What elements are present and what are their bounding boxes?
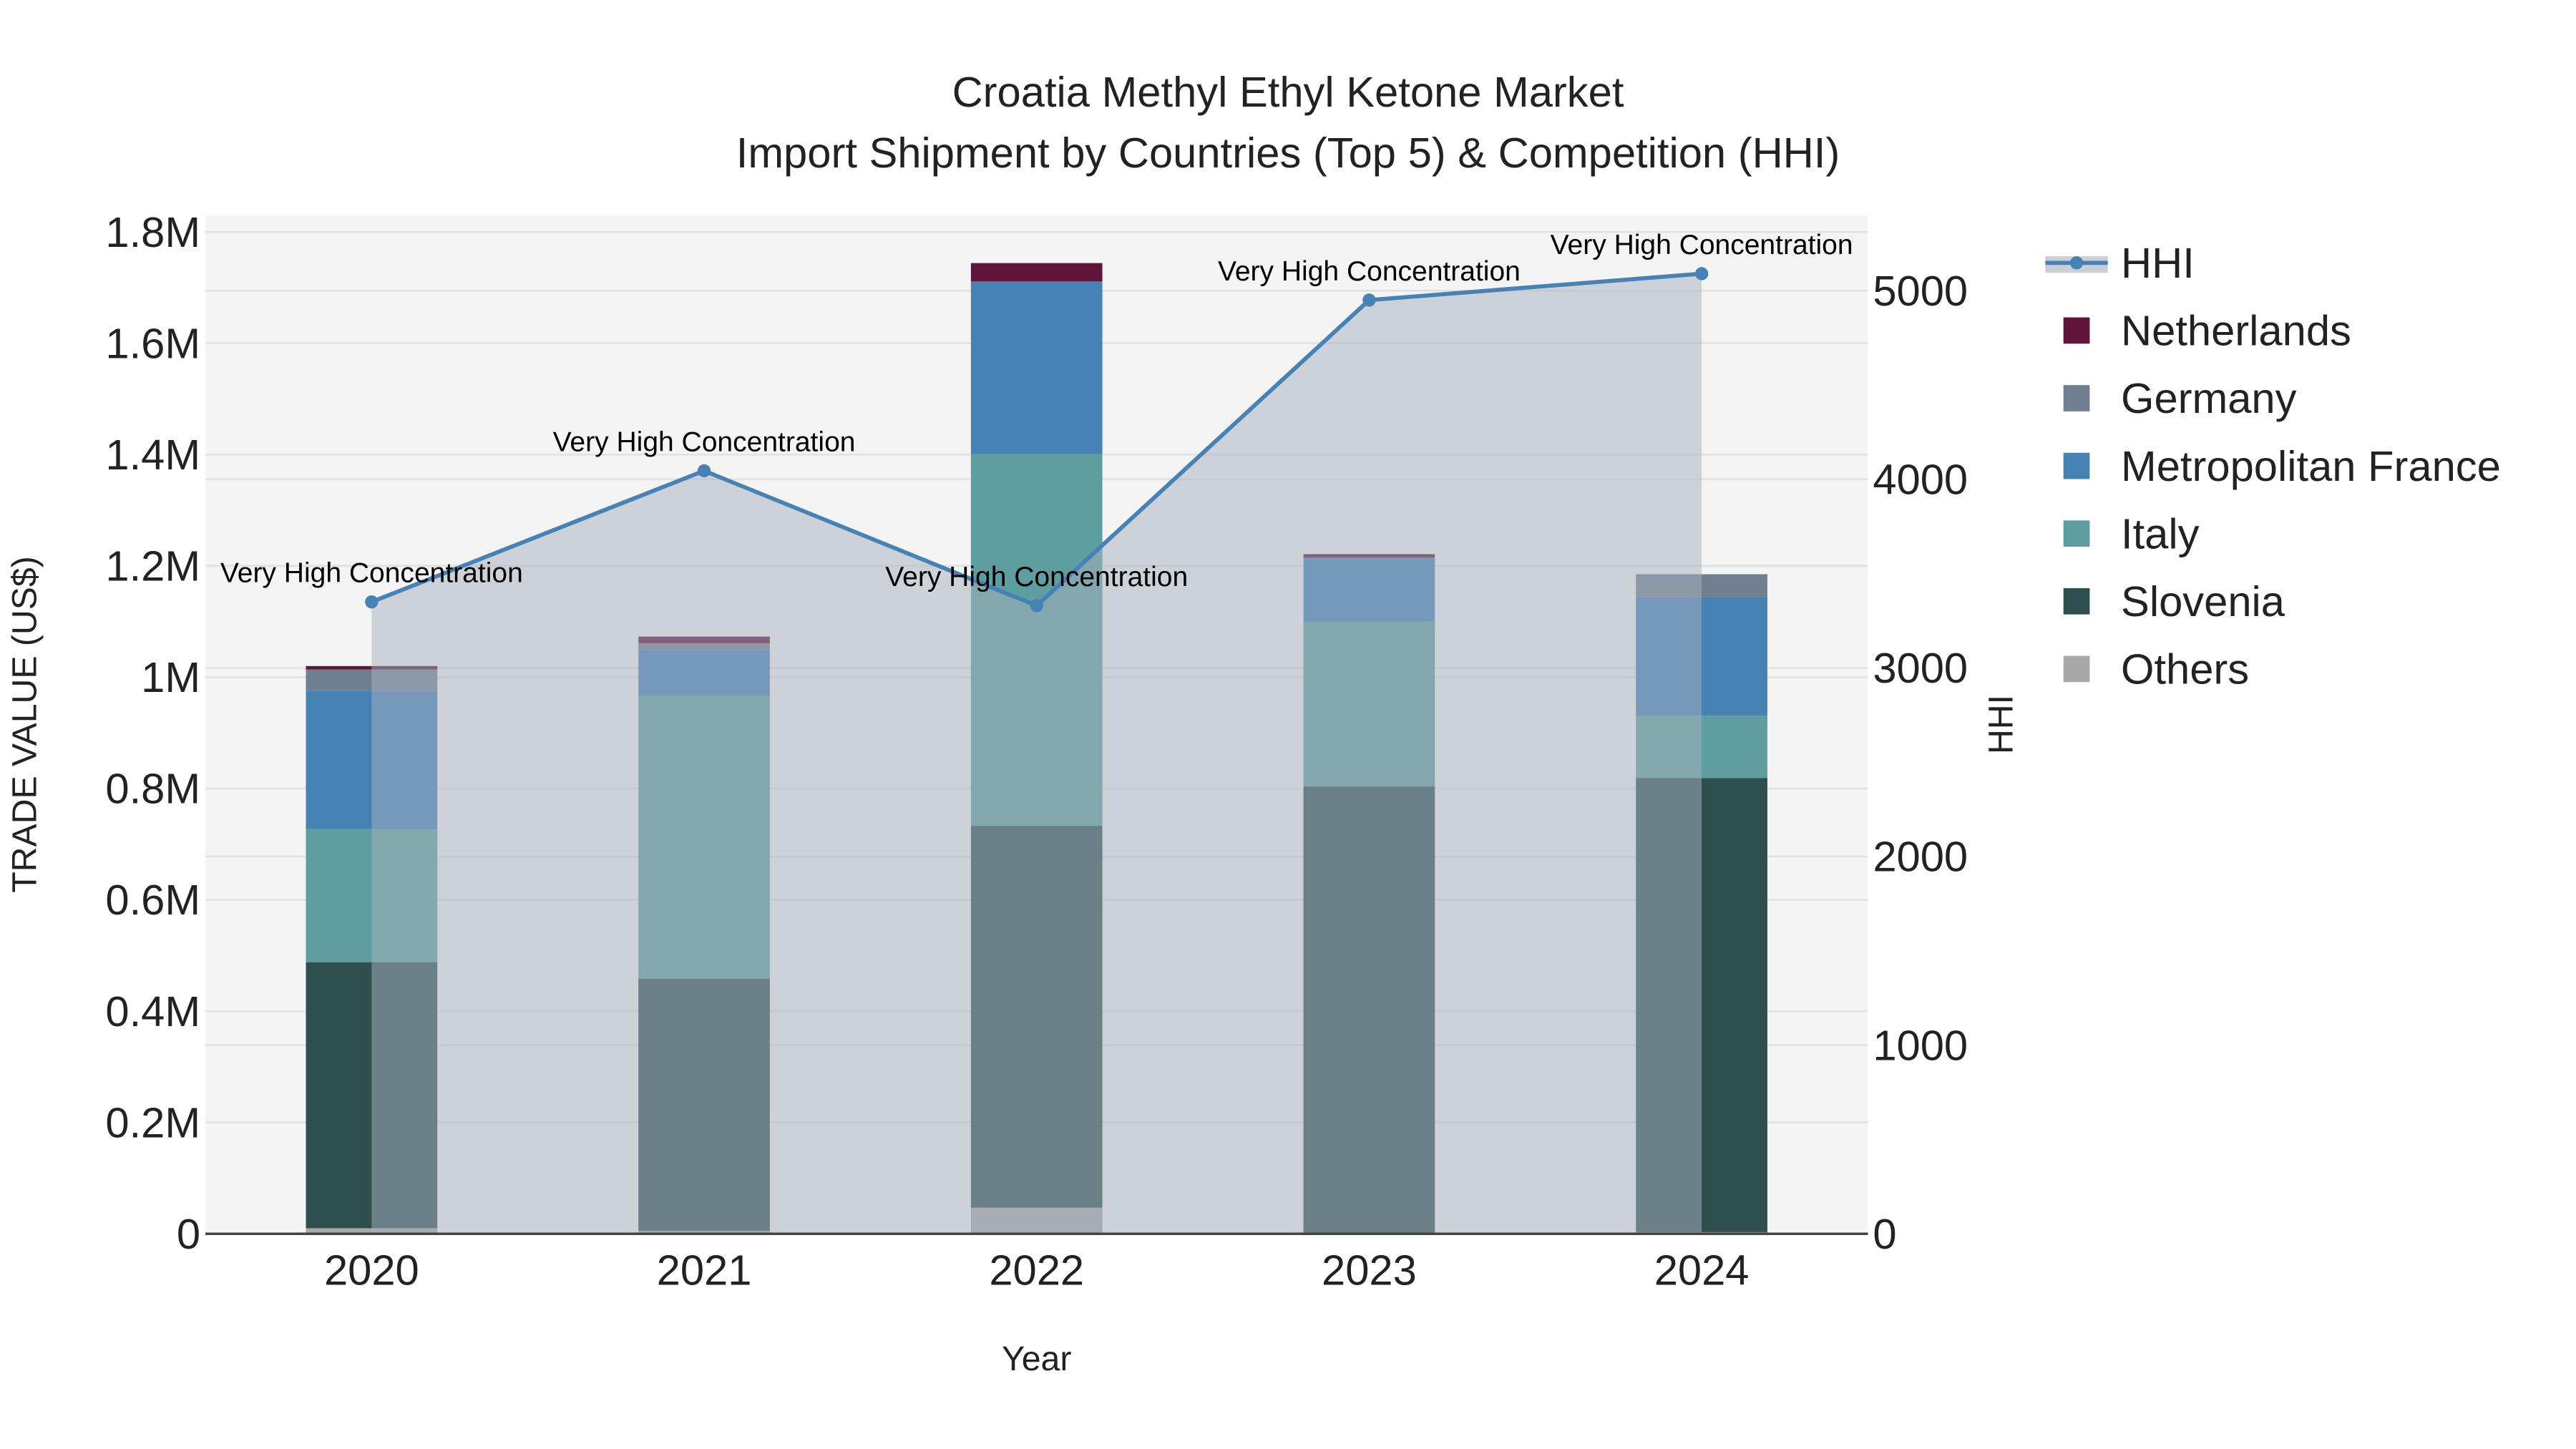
legend-label: Others — [2121, 645, 2249, 693]
legend-swatch — [2063, 587, 2090, 615]
y-tick-label: 0.8M — [105, 765, 200, 813]
legend-swatch — [2063, 655, 2090, 683]
legend-swatch-hhi-marker — [2069, 256, 2084, 270]
y2-tick-label: 0 — [1873, 1210, 1896, 1258]
y2-tick-label: 4000 — [1873, 455, 1968, 503]
x-tick-label: 2020 — [324, 1246, 419, 1294]
legend-label: Italy — [2121, 509, 2200, 557]
y-tick-label: 1.6M — [105, 319, 200, 367]
y-tick-label: 1.4M — [105, 431, 200, 479]
y2-tick-label: 2000 — [1873, 833, 1968, 881]
y-axis-label: TRADE VALUE (US$) — [6, 556, 44, 893]
hhi-point — [1694, 267, 1709, 280]
legend-label: Slovenia — [2121, 577, 2285, 625]
bar-metropolitan-france — [970, 281, 1103, 454]
hhi-point — [365, 595, 379, 609]
chart-title: Croatia Methyl Ethyl Ketone Market — [952, 68, 1624, 116]
hhi-annotation: Very High Concentration — [553, 426, 856, 457]
y2-axis-label: HHI — [1982, 695, 2021, 754]
legend-label: HHI — [2121, 239, 2195, 287]
x-tick-label: 2021 — [657, 1246, 752, 1294]
y2-tick-label: 3000 — [1873, 644, 1968, 692]
x-tick-label: 2024 — [1654, 1246, 1750, 1294]
chart-subtitle: Import Shipment by Countries (Top 5) & C… — [736, 129, 1840, 177]
x-tick-label: 2023 — [1322, 1246, 1417, 1294]
y-tick-label: 0 — [177, 1210, 200, 1258]
y-tick-label: 1.2M — [105, 542, 200, 590]
hhi-point — [697, 464, 711, 478]
x-axis-label: Year — [1002, 1340, 1071, 1378]
hhi-annotation: Very High Concentration — [885, 562, 1188, 592]
y-tick-label: 0.4M — [105, 987, 200, 1035]
y2-tick-label: 5000 — [1873, 267, 1968, 315]
y2-tick-label: 1000 — [1873, 1021, 1968, 1069]
legend: HHI Netherlands Germany Metropolitan France… — [2045, 239, 2501, 693]
y-tick-label: 1M — [141, 653, 200, 701]
legend-label: Germany — [2121, 374, 2297, 422]
legend-swatch — [2063, 452, 2090, 479]
legend-swatch — [2063, 317, 2090, 344]
x-tick-label: 2022 — [989, 1246, 1084, 1294]
hhi-annotation: Very High Concentration — [1551, 230, 1853, 260]
hhi-annotation: Very High Concentration — [220, 558, 523, 589]
y-tick-label: 0.2M — [105, 1098, 200, 1146]
hhi-point — [1030, 599, 1043, 613]
y-tick-label: 1.8M — [105, 208, 200, 256]
hhi-area — [371, 273, 1702, 1234]
hhi-annotation: Very High Concentration — [1218, 256, 1521, 287]
bar-netherlands — [970, 263, 1103, 282]
legend-swatch — [2063, 520, 2090, 547]
legend-label: Metropolitan France — [2121, 442, 2501, 490]
legend-swatch — [2063, 385, 2090, 411]
hhi-point — [1362, 293, 1376, 307]
y-tick-label: 0.6M — [105, 876, 200, 924]
legend-label: Netherlands — [2121, 307, 2351, 355]
